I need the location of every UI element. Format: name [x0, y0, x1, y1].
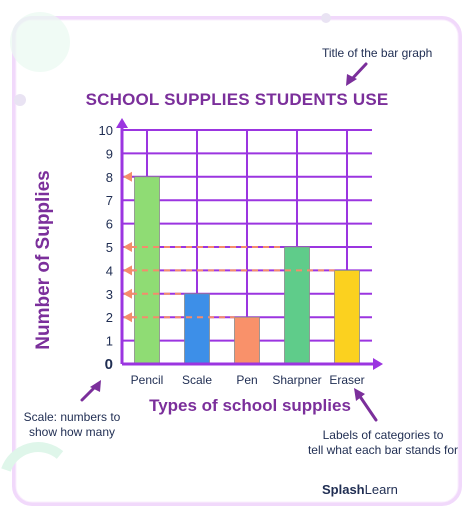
level-arrows: [123, 171, 335, 323]
chart-title: SCHOOL SUPPLIES STUDENTS USE: [85, 90, 389, 109]
decor-dot-top-right: [321, 13, 331, 23]
brand-logo-regular: Learn: [364, 482, 398, 497]
level-arrow-head: [123, 288, 132, 299]
y-tick-label: 5: [106, 240, 113, 255]
brand-logo-bold: Splash: [322, 482, 365, 497]
y-tick-label: 7: [106, 193, 113, 208]
bar-pen: [234, 316, 260, 365]
y-tick-label: 8: [106, 170, 113, 185]
y-axis-label: Number of Supplies: [33, 170, 54, 350]
y-axis-arrowhead: [116, 118, 128, 128]
x-axis-arrowhead: [373, 358, 383, 370]
brand-logo: SplashLearn: [322, 482, 398, 497]
category-label-pencil: Pencil: [131, 373, 164, 387]
x-category-labels: Pencil Scale Pen Sharpner Eraser: [131, 373, 365, 387]
decor-ring-bottom-left: [1, 442, 64, 472]
scale-annotation-line-1: Scale: numbers to: [23, 410, 121, 424]
labels-annotation-line-1: Labels of categories to: [322, 428, 444, 442]
labels-annotation-line-2: tell what each bar stands for: [307, 443, 459, 457]
bar-sharpner: [284, 246, 310, 365]
scale-pointer-arrow: [80, 380, 101, 402]
level-arrow-head: [123, 312, 132, 323]
level-arrow-head: [123, 265, 132, 276]
y-tick-label: 1: [106, 334, 113, 349]
y-tick-labels: 0 1 2 3 4 5 6 7 8 9 10: [99, 123, 113, 373]
title-annotation: Title of the bar graph: [322, 46, 433, 60]
scale-annotation-line-2: show how many: [28, 425, 116, 439]
y-tick-label: 6: [106, 217, 113, 232]
level-arrow-head: [123, 242, 132, 252]
category-label-sharpner: Sharpner: [272, 373, 321, 387]
axes: [116, 118, 383, 370]
y-tick-label: 3: [106, 287, 113, 302]
decor-circle-top-left: [10, 12, 70, 72]
category-label-eraser: Eraser: [329, 373, 364, 387]
y-tick-label: 4: [106, 263, 113, 278]
level-arrow-head: [123, 171, 132, 182]
x-axis-label: Types of school supplies: [149, 396, 351, 415]
labels-annotation: Labels of categories to tell what each b…: [297, 428, 469, 458]
title-pointer-arrow: [346, 62, 368, 86]
labels-pointer-arrow: [354, 388, 378, 422]
y-tick-label: 0: [105, 356, 113, 373]
y-tick-label: 10: [99, 123, 113, 138]
decor-dot-left: [14, 94, 26, 106]
category-label-pen: Pen: [236, 373, 257, 387]
bar-eraser: [334, 269, 360, 365]
bar-scale: [184, 293, 210, 365]
y-tick-label: 2: [106, 310, 113, 325]
category-label-scale: Scale: [182, 373, 212, 387]
frame-border: [12, 16, 462, 506]
scale-annotation: Scale: numbers to show how many: [12, 410, 132, 440]
y-tick-label: 9: [106, 146, 113, 161]
frame-inner: [15, 19, 459, 503]
